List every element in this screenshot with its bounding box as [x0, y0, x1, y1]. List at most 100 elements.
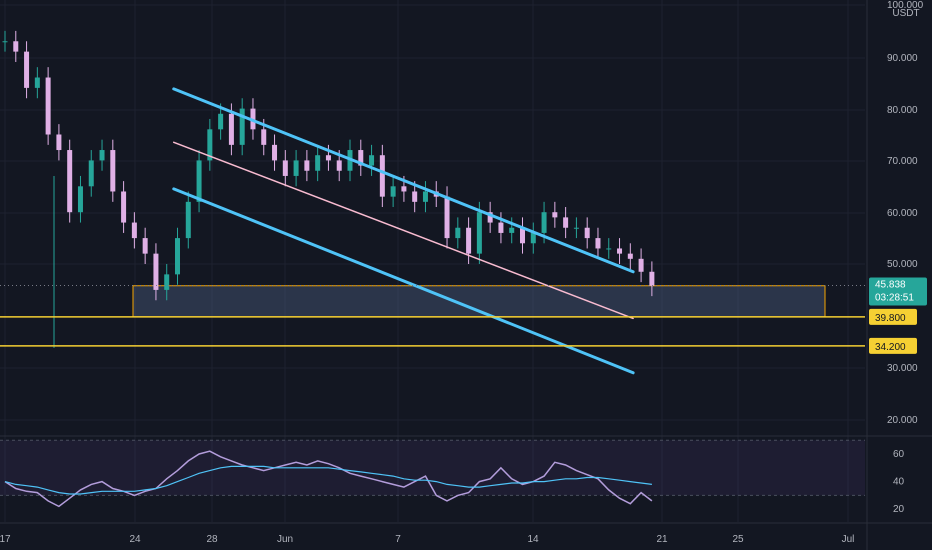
- x-tick-label: 14: [527, 534, 539, 545]
- candle: [164, 274, 170, 290]
- price-levels: [0, 285, 865, 347]
- candle: [293, 160, 299, 176]
- level-tag-label: 34.200: [875, 342, 906, 353]
- candle: [196, 160, 202, 202]
- x-tick-label: Jul: [842, 534, 855, 545]
- x-tick-label: 28: [206, 534, 218, 545]
- rsi-ma-line: [4, 465, 652, 495]
- candle: [239, 108, 245, 145]
- rsi-tick-label: 20: [893, 504, 905, 515]
- candle: [304, 160, 310, 171]
- candle: [649, 271, 655, 286]
- candle: [153, 253, 159, 290]
- x-tick-label: 17: [0, 534, 11, 545]
- candle: [412, 191, 418, 202]
- candles: [2, 30, 655, 348]
- last-price-tag: [869, 277, 927, 306]
- candle: [99, 150, 105, 161]
- candle: [487, 212, 493, 223]
- candle: [121, 191, 127, 223]
- candle: [228, 113, 234, 145]
- y-axis: 100.000 90.000 80.000 70.000 60.000 50.000 30.…: [887, 0, 924, 515]
- x-tick-label: 21: [656, 534, 668, 545]
- candle: [315, 155, 321, 171]
- y-tick-label: 100.000: [887, 0, 924, 11]
- candle: [34, 77, 40, 88]
- candle: [88, 160, 94, 187]
- level-tag: [869, 337, 917, 354]
- candle: [358, 150, 364, 166]
- candle: [110, 150, 116, 192]
- candle: [282, 160, 288, 176]
- candle: [24, 51, 30, 88]
- rsi-band-fill: [0, 440, 865, 496]
- candle: [379, 155, 385, 197]
- candle: [2, 41, 8, 43]
- candle: [606, 248, 612, 250]
- candle: [509, 227, 515, 233]
- rsi-tick-label: 60: [893, 449, 905, 460]
- candle: [175, 238, 180, 275]
- currency-label: USDT: [892, 8, 919, 19]
- candle: [207, 129, 213, 161]
- rsi-indicator: [4, 450, 653, 508]
- candle: [218, 113, 224, 130]
- x-tick-label: 24: [129, 534, 141, 545]
- price-tags: 45.838 03:28:51 39.800 34.200: [869, 277, 927, 354]
- candle: [466, 227, 472, 254]
- candle: [498, 222, 504, 233]
- y-tick-label: 90.000: [887, 53, 918, 64]
- candle: [45, 77, 51, 135]
- candle: [13, 41, 19, 52]
- countdown-value: 03:28:51: [875, 293, 914, 304]
- y-tick-label: 70.000: [887, 156, 918, 167]
- candle: [142, 238, 148, 254]
- candle: [595, 238, 601, 249]
- candle: [422, 191, 428, 202]
- candle: [617, 248, 623, 254]
- candle: [325, 155, 331, 161]
- candle: [390, 186, 396, 197]
- candle: [261, 129, 267, 145]
- candle: [67, 150, 73, 213]
- candle: [272, 144, 278, 161]
- candle: [573, 227, 579, 229]
- channel-line-middle: [173, 141, 634, 320]
- candle: [401, 186, 407, 192]
- y-tick-label: 30.000: [887, 363, 918, 374]
- candle: [455, 227, 461, 239]
- last-price-value: 45.838: [875, 280, 906, 291]
- candle: [552, 212, 558, 218]
- candle: [530, 232, 536, 244]
- level-tag: [869, 308, 917, 325]
- candle: [563, 217, 569, 228]
- candle: [520, 227, 525, 244]
- candle: [131, 222, 137, 239]
- rsi-line: [4, 450, 653, 508]
- x-axis: 17 24 28 Jun 7 14 21 25 Jul: [0, 534, 854, 545]
- x-tick-label: 7: [395, 534, 401, 545]
- candle: [541, 212, 547, 233]
- price-channel: [172, 87, 635, 375]
- candle: [56, 134, 62, 151]
- candle: [77, 186, 83, 213]
- rsi-tick-label: 40: [893, 477, 905, 488]
- candle: [185, 201, 191, 239]
- y-tick-label: 20.000: [887, 415, 918, 426]
- candle: [336, 160, 342, 171]
- level-tag-label: 39.800: [875, 313, 906, 324]
- candle: [369, 155, 375, 166]
- candle: [584, 227, 590, 239]
- y-tick-label: 50.000: [887, 259, 918, 270]
- x-tick-label: 25: [732, 534, 744, 545]
- y-tick-label: 80.000: [887, 105, 918, 116]
- candle: [476, 212, 482, 254]
- candle: [638, 258, 644, 272]
- channel-line-upper: [172, 87, 635, 274]
- candle: [627, 253, 633, 259]
- rsi-band: [0, 439, 865, 496]
- channel-line-lower: [172, 187, 635, 375]
- x-tick-label: Jun: [277, 534, 293, 545]
